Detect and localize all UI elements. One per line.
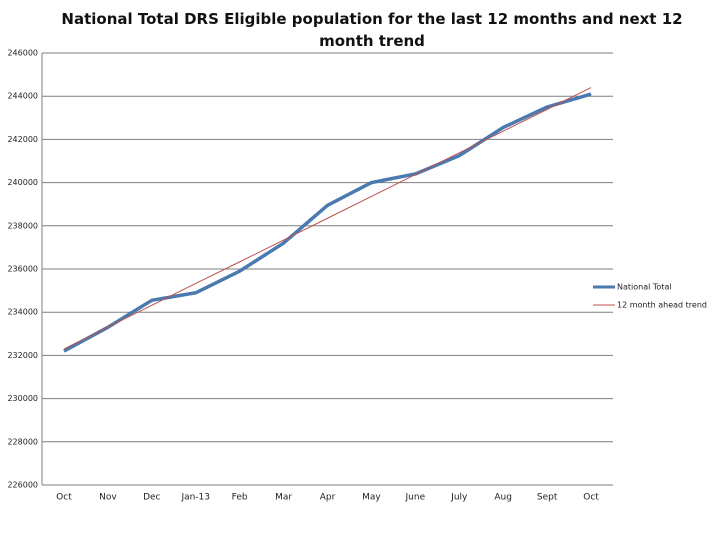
x-tick-label: Nov xyxy=(99,493,117,503)
x-tick-label: Jan-13 xyxy=(180,493,210,503)
y-tick-label: 246000 xyxy=(7,49,38,58)
y-tick-label: 232000 xyxy=(7,351,38,360)
x-tick-label: Sept xyxy=(537,493,558,503)
x-tick-label: May xyxy=(362,493,381,503)
y-tick-label: 228000 xyxy=(7,437,38,446)
x-tick-label: Feb xyxy=(232,493,248,503)
x-tick-label: June xyxy=(405,493,426,503)
series-line xyxy=(63,87,592,350)
x-tick-label: Aug xyxy=(494,493,512,503)
legend-label: 12 month ahead trend xyxy=(617,301,707,310)
x-tick-label: Oct xyxy=(583,493,599,503)
y-tick-label: 236000 xyxy=(7,265,38,274)
x-tick-label: Apr xyxy=(320,493,336,503)
legend-label: National Total xyxy=(617,283,672,292)
y-tick-label: 230000 xyxy=(7,394,38,403)
x-tick-label: Oct xyxy=(56,493,72,503)
y-tick-label: 242000 xyxy=(7,135,38,144)
y-tick-label: 244000 xyxy=(7,92,38,101)
x-tick-label: July xyxy=(450,493,468,503)
series-line xyxy=(63,92,592,353)
y-tick-label: 238000 xyxy=(7,221,38,230)
x-tick-label: Mar xyxy=(275,493,292,503)
x-tick-label: Dec xyxy=(143,493,160,503)
chart-title: National Total DRS Eligible population f… xyxy=(61,10,683,50)
y-tick-label: 234000 xyxy=(7,308,38,317)
y-tick-label: 226000 xyxy=(7,481,38,490)
y-tick-label: 240000 xyxy=(7,178,38,187)
